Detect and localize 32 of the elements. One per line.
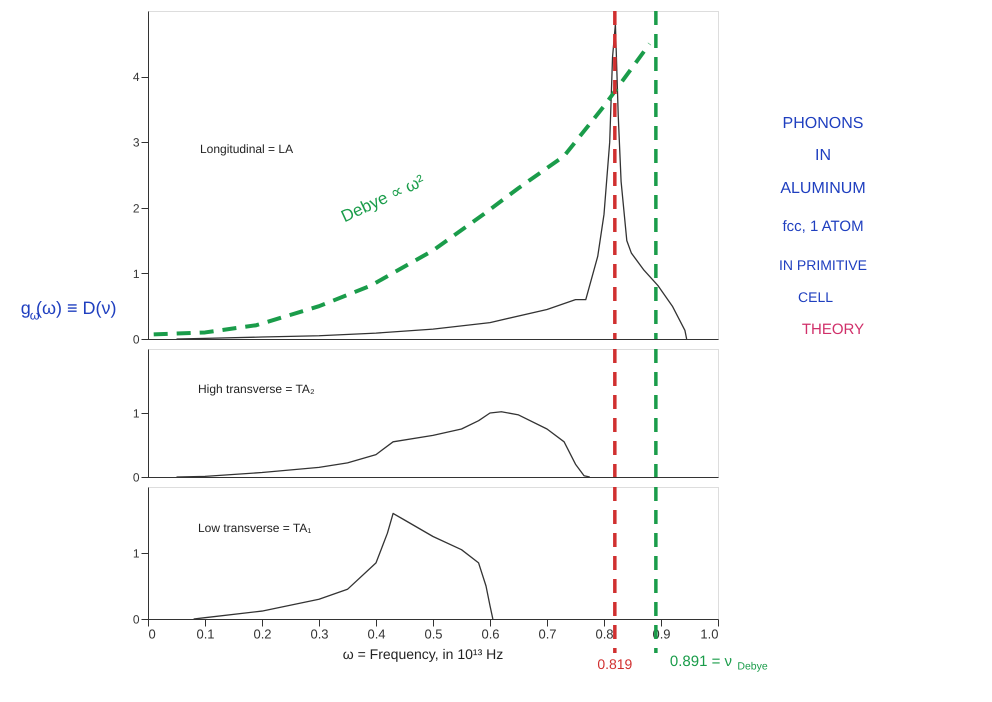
ref-line-label: 0.819 [597,656,633,672]
x-tick-label: 0.5 [424,626,443,642]
y-tick-label: 0 [132,332,140,346]
annotation: High transverse = TA₂ [198,382,315,396]
x-tick-label: 0.8 [595,626,614,642]
y-tick-label: 0 [132,470,140,484]
y-tick-label: 1 [132,546,140,560]
y-tick-label: 3 [132,136,140,150]
x-tick-label: 0.3 [310,626,329,642]
x-tick-label: 1.0 [700,626,718,642]
text: PHONONS [782,115,864,132]
annotation: Longitudinal = LA [200,142,294,156]
annotation: Debye ∝ ω² [338,170,428,226]
x-tick-label: 0.2 [253,626,272,642]
text: CELL [798,289,834,305]
x-tick-label: 0 [148,626,156,642]
y-tick-label: 1 [132,266,140,281]
y-tick-label: 1 [132,406,140,420]
x-tick-label: 0.7 [538,626,557,642]
y-tick-label: 0 [132,612,140,626]
text: THEORY [802,321,864,338]
y-tick-label: 2 [132,201,140,216]
x-axis-title: ω = Frequency, in 10¹³ Hz [342,646,504,662]
text: fcc, 1 ATOM [782,218,864,235]
x-tick-label: 0.1 [196,626,215,642]
x-tick-label: 0.6 [481,626,500,642]
text: IN [815,147,831,164]
text: ALUMINUM [780,180,866,197]
text: IN PRIMITIVE [779,257,867,273]
annotation: Low transverse = TA₁ [198,521,312,535]
y-tick-label: 4 [132,70,140,84]
x-tick-label: 0.4 [367,626,386,642]
